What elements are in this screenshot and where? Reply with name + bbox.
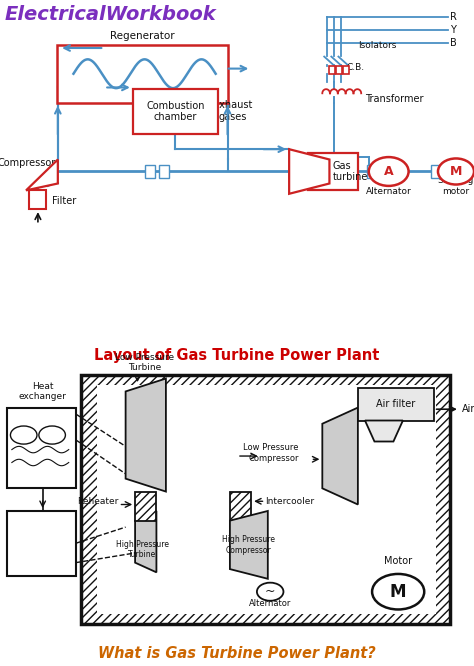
Circle shape [438,159,474,184]
Text: C.B.: C.B. [346,63,364,73]
Text: R: R [450,12,457,22]
Polygon shape [26,159,58,190]
Bar [230,492,251,521]
Polygon shape [322,408,358,505]
Bar [336,66,342,74]
Bar [57,45,228,103]
Text: High Pressure
Turbine: High Pressure Turbine [116,540,169,559]
Text: Intercooler: Intercooler [265,497,315,505]
Text: Gas
turbine: Gas turbine [333,161,368,182]
Bar [329,66,335,74]
Text: Heat
exchanger: Heat exchanger [18,382,67,401]
Bar [382,165,392,178]
Text: High Pressure
Compressor: High Pressure Compressor [222,535,275,555]
Text: Isolators: Isolators [358,41,396,50]
Text: A: A [384,165,393,178]
Text: B: B [450,38,457,48]
Text: Low Pressure
Compressor: Low Pressure Compressor [243,443,299,462]
Bar [7,511,76,575]
Bar [308,153,358,190]
Text: M: M [390,583,406,601]
Text: Transformer: Transformer [365,95,423,105]
Bar [431,165,442,178]
Text: Alternator: Alternator [249,599,292,608]
Text: Combustion
chamber: Combustion chamber [146,101,205,123]
Bar [343,66,349,74]
Bar [145,165,155,178]
Text: Y: Y [450,25,456,35]
Text: Starting
motor: Starting motor [438,176,474,196]
Circle shape [39,426,65,444]
Polygon shape [135,511,156,572]
Circle shape [372,574,424,609]
Bar [97,385,436,614]
Bar [29,190,46,209]
Bar [358,388,434,420]
Text: Filter: Filter [52,196,76,206]
Text: Regenerator: Regenerator [110,31,174,41]
Bar [133,89,218,134]
Text: Layout of Gas Turbine Power Plant: Layout of Gas Turbine Power Plant [94,348,380,363]
Bar [135,492,156,521]
Bar [367,165,378,178]
Text: Compressor: Compressor [0,159,56,168]
Circle shape [369,157,409,186]
Text: Alternator: Alternator [366,186,411,196]
Text: What is Gas Turbine Power Plant?: What is Gas Turbine Power Plant? [98,646,376,661]
Polygon shape [365,420,403,442]
Polygon shape [289,149,329,194]
Bar [289,165,300,178]
Bar [159,165,169,178]
Circle shape [257,583,283,601]
Bar [81,376,450,624]
Text: Reheater: Reheater [77,497,118,505]
Polygon shape [126,378,166,492]
Bar [303,165,314,178]
Text: Motor: Motor [384,556,412,566]
Circle shape [10,426,37,444]
Text: Air filter: Air filter [376,400,415,410]
Text: Air: Air [462,404,474,414]
Text: M: M [450,165,462,178]
Polygon shape [230,511,268,579]
Text: Exhaust
gases: Exhaust gases [212,101,252,122]
Text: Low Pressure
Turbine: Low Pressure Turbine [115,353,174,372]
Bar [7,408,76,488]
Bar [446,165,456,178]
Text: ElectricalWorkbook: ElectricalWorkbook [5,5,217,24]
Text: Combustion
Chamber: Combustion Chamber [16,524,70,543]
Text: ~: ~ [265,585,275,598]
